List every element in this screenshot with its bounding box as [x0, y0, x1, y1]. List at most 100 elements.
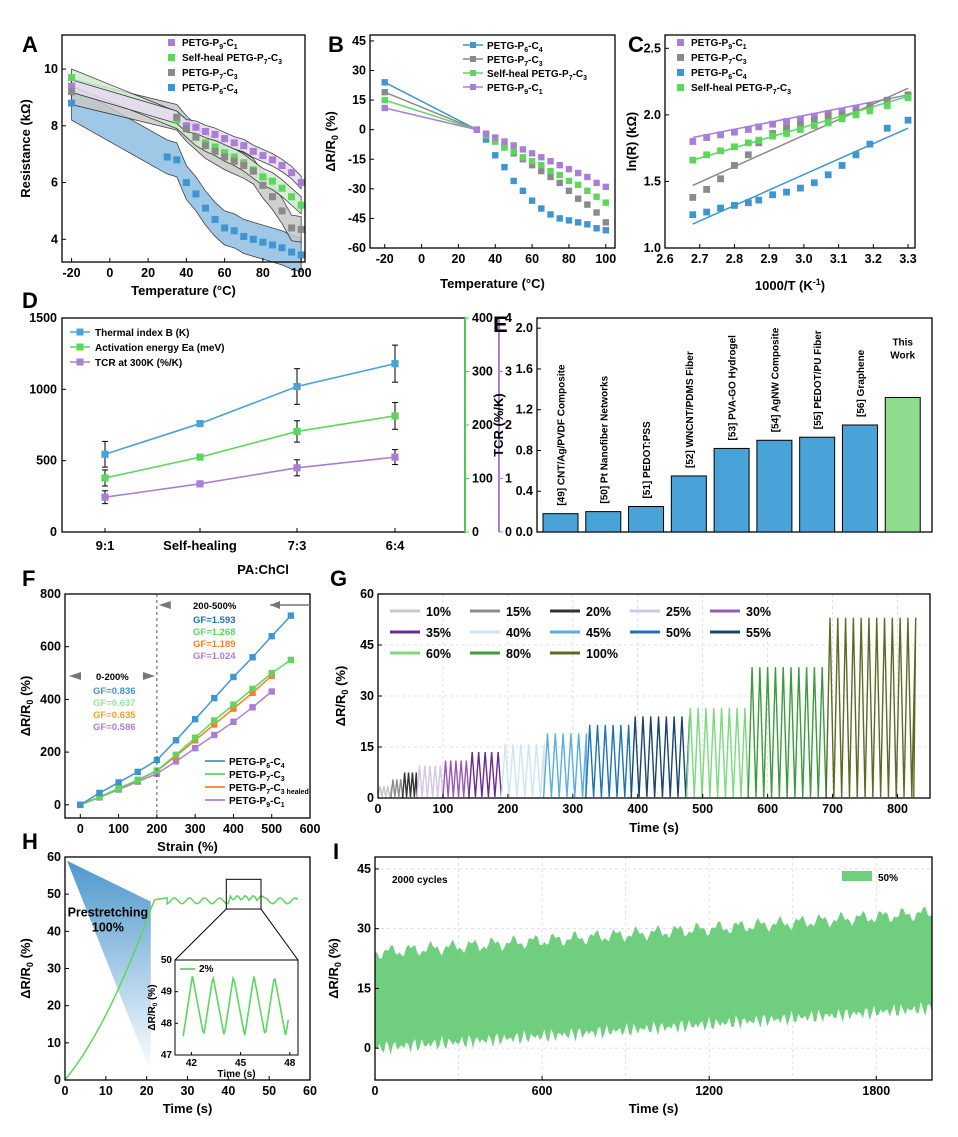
legend-label: 10%: [426, 605, 451, 619]
gf-label: GF=0.586: [93, 722, 136, 733]
x-tick-label: 700: [822, 802, 843, 816]
data-point: [191, 715, 199, 723]
annotation: Prestretching: [68, 905, 149, 919]
y-tick-label: 1.5: [644, 174, 661, 188]
x-axis-label: Time (s): [629, 1101, 679, 1116]
data-point: [230, 718, 237, 726]
label-part: 4: [234, 89, 238, 96]
bar-label: [50] Pt Nanofiber Networks: [599, 375, 610, 503]
label-part: 1: [743, 44, 747, 51]
panel-letter: G: [330, 566, 347, 591]
data-point: [259, 238, 267, 246]
y-axis-label: ΔR/R0 (%): [326, 938, 343, 999]
data-point: [602, 183, 609, 191]
data-point: [519, 146, 527, 153]
series-line: [104, 362, 396, 456]
legend-label: 100%: [586, 647, 618, 661]
legend-label: 55%: [746, 626, 771, 640]
label-part: PETG-P: [691, 53, 729, 64]
series-line: [401, 772, 418, 799]
x-tick-label: 40: [179, 266, 193, 280]
x-tick-label: 100: [433, 802, 454, 816]
label-part: -C: [270, 783, 281, 794]
x-tick-label: 2.9: [760, 252, 777, 266]
panel-letter: H: [22, 829, 38, 854]
data-point: [68, 99, 76, 107]
label-part: -C: [732, 68, 743, 79]
label-part: -1: [813, 277, 821, 287]
bar: [542, 513, 579, 533]
legend-label: PETG-P6-C4: [182, 83, 238, 96]
y-tick-label: 45: [357, 862, 371, 876]
data-point: [852, 111, 860, 119]
data-point: [703, 134, 711, 141]
legend-label: PETG-P9-C1: [182, 38, 238, 51]
y-tick-label: 49: [161, 987, 173, 998]
data-point: [769, 191, 777, 199]
series-line: [384, 91, 478, 131]
x-tick-label: 1200: [695, 1084, 723, 1098]
x-tick-label: 300: [185, 822, 206, 836]
label-part: -C: [528, 55, 539, 66]
data-point: [391, 412, 399, 420]
data-point: [297, 201, 305, 209]
label-part: 0: [330, 135, 340, 140]
data-point: [473, 126, 481, 133]
label-part: PETG-P: [229, 796, 267, 807]
signal-band: [375, 906, 932, 1055]
data-point: [574, 181, 582, 189]
x-tick-label: 200: [497, 802, 518, 816]
series-line: [685, 707, 749, 799]
data-point: [769, 132, 777, 140]
bar-label: [56] Graphene: [856, 349, 867, 417]
x-tick-label: 0: [77, 822, 84, 836]
data-point: [191, 734, 199, 741]
label-part: 1000/T (K: [755, 278, 813, 293]
x-tick-label: 3.3: [899, 252, 916, 266]
gf-label: GF=1.024: [193, 651, 236, 662]
inset-x-label: Time (s): [217, 1069, 255, 1080]
data-point: [492, 152, 499, 159]
label-part: 7: [569, 75, 573, 82]
label-part: -C: [270, 796, 281, 807]
y-tick-label: 300: [472, 365, 493, 379]
label-part: (%): [18, 676, 33, 700]
legend-marker: [470, 84, 476, 90]
x-tick-label: 800: [887, 802, 908, 816]
x-tick-label: 0: [106, 266, 113, 280]
data-point: [883, 102, 891, 109]
data-point: [565, 217, 573, 224]
data-point: [838, 111, 846, 119]
x-tick-label: 3.0: [795, 252, 812, 266]
data-point: [519, 154, 527, 161]
data-point: [783, 124, 790, 132]
y-tick-label: 30: [360, 689, 374, 703]
x-tick-label: 200: [146, 822, 167, 836]
panel-letter: E: [493, 312, 508, 337]
data-point: [584, 201, 591, 208]
y-tick-label: 2.5: [644, 41, 661, 55]
x-tick-label: 1800: [862, 1084, 890, 1098]
data-point: [838, 115, 846, 123]
label-part: 7: [266, 776, 270, 783]
legend-marker: [76, 358, 84, 366]
y-tick-label: 0: [50, 525, 57, 539]
x-tick-label: 400: [223, 822, 244, 836]
label-part: ): [821, 278, 825, 293]
data-point: [528, 150, 536, 157]
arrow-icon: [270, 601, 280, 609]
y-tick-label: 40: [47, 924, 61, 938]
label-part: 0: [25, 962, 35, 967]
data-point: [744, 151, 752, 159]
label-part: 9: [728, 44, 732, 51]
data-point: [211, 721, 218, 728]
data-point: [297, 251, 305, 259]
panel-letter: F: [22, 566, 35, 591]
y-tick-label: 0.0: [516, 525, 533, 539]
legend-label: TCR at 300K (%/K): [95, 358, 182, 369]
data-point: [501, 144, 508, 151]
label-part: (%): [333, 666, 348, 690]
label-part: PETG-P: [691, 38, 729, 49]
data-point: [731, 143, 738, 151]
